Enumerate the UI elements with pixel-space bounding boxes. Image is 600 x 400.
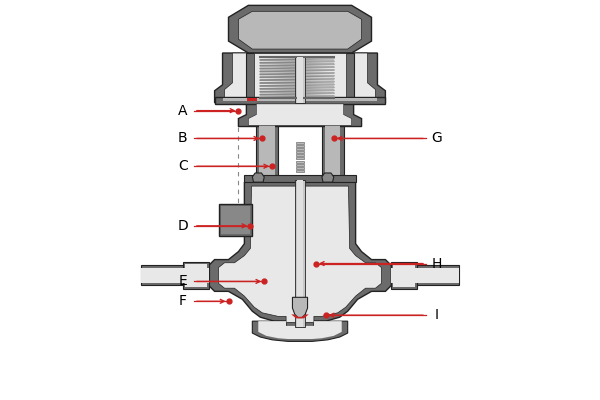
Polygon shape [297,57,303,103]
Polygon shape [223,98,377,102]
Polygon shape [224,53,376,100]
Polygon shape [325,125,340,177]
Polygon shape [296,142,304,144]
Polygon shape [253,321,347,342]
Text: C: C [178,159,188,173]
Polygon shape [297,180,303,327]
Polygon shape [391,268,459,283]
Polygon shape [296,161,304,163]
Polygon shape [254,53,346,98]
Polygon shape [296,164,304,166]
Text: G: G [431,132,442,146]
Polygon shape [229,5,371,53]
Polygon shape [391,265,459,286]
Polygon shape [141,268,209,283]
Polygon shape [259,125,275,177]
Text: D: D [178,219,188,233]
Polygon shape [322,124,344,178]
Polygon shape [296,145,304,147]
Polygon shape [391,262,417,289]
Text: I: I [435,308,439,322]
Polygon shape [296,167,304,169]
Text: E: E [178,274,187,288]
Text: F: F [179,294,187,308]
Polygon shape [296,170,304,172]
Polygon shape [183,262,209,289]
Polygon shape [256,124,278,178]
Polygon shape [296,148,304,150]
Polygon shape [296,154,304,156]
Polygon shape [244,175,356,182]
Polygon shape [295,57,305,103]
Polygon shape [238,103,362,126]
Polygon shape [185,264,206,286]
Polygon shape [215,97,385,104]
Polygon shape [292,297,308,318]
Text: B: B [178,132,188,146]
Polygon shape [215,53,385,103]
Polygon shape [209,182,391,327]
Polygon shape [296,158,304,160]
Polygon shape [295,180,305,327]
Polygon shape [291,314,309,318]
Polygon shape [218,186,382,322]
Polygon shape [141,265,209,286]
Polygon shape [218,204,253,236]
Polygon shape [247,98,257,102]
Text: H: H [432,256,442,270]
Polygon shape [258,321,342,339]
Polygon shape [221,206,250,234]
Polygon shape [238,11,362,49]
Polygon shape [322,173,334,182]
Polygon shape [247,53,353,99]
Polygon shape [248,104,352,125]
Polygon shape [394,264,415,286]
Text: A: A [178,104,188,118]
Polygon shape [296,151,304,153]
Polygon shape [253,173,264,182]
